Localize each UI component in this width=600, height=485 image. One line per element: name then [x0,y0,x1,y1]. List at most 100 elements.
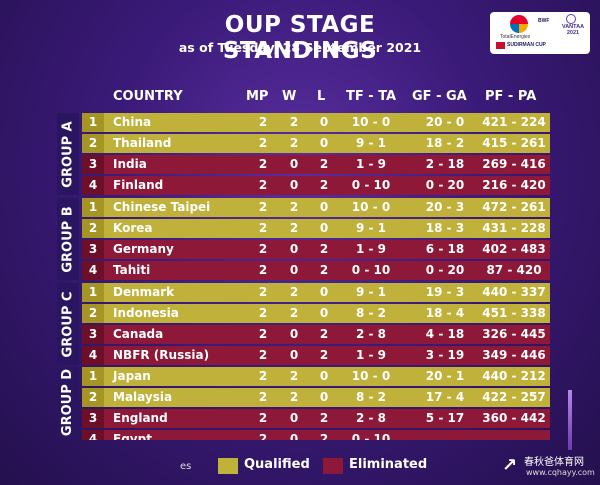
rank-cell: 2 [82,304,104,323]
rank-cell: 4 [82,261,104,280]
table-row: 2 Thailand 2 2 0 9 - 1 18 - 2 415 - 261 [82,134,550,153]
l-cell: 0 [319,390,329,404]
pf-pa-cell: 402 - 483 [482,242,546,256]
country-cell: India [113,157,147,171]
table-row: 2 Korea 2 2 0 9 - 1 18 - 3 431 - 228 [82,219,550,238]
pf-pa-cell [478,430,550,440]
header-w: W [282,89,297,104]
tf-ta-cell: 2 - 8 [355,411,387,425]
header-pf-pa: PF - PA [485,89,537,104]
w-cell: 2 [289,221,299,235]
mp-cell: 2 [258,306,268,320]
table-row: 3 India 2 0 2 1 - 9 2 - 18 269 - 416 [82,155,550,174]
country-cell: Korea [113,221,153,235]
table-header: COUNTRY MP W L TF - TA GF - GA PF - PA [82,85,552,110]
table-row: 2 Malaysia 2 2 0 8 - 2 17 - 4 422 - 257 [82,388,550,407]
l-cell: 2 [319,432,329,440]
qualified-swatch [218,458,238,474]
group-label-text: GROUP C [60,291,76,357]
w-cell: 0 [289,411,299,425]
mp-cell: 2 [258,221,268,235]
l-cell: 2 [319,178,329,192]
pf-pa-cell: 360 - 442 [482,411,546,425]
watermark-logo-icon: ↗ [502,455,518,476]
tf-ta-cell: 1 - 9 [355,157,387,171]
l-cell: 2 [319,242,329,256]
l-cell: 0 [319,115,329,129]
mp-cell: 2 [258,285,268,299]
watermark-title: 春秋爸体育网 [524,457,584,468]
tf-ta-cell: 1 - 9 [355,242,387,256]
tf-ta-cell: 0 - 10 [351,263,391,277]
mp-cell: 2 [258,157,268,171]
event-label: SUDIRMAN CUP [507,42,546,48]
table-row: 4 NBFR (Russia) 2 0 2 1 - 9 3 - 19 349 - 446 [82,346,550,365]
gf-ga-cell [412,430,478,440]
l-cell: 2 [319,411,329,425]
tf-ta-cell: 2 - 8 [355,327,387,341]
country-cell: NBFR (Russia) [113,348,210,362]
table-row: 3 Canada 2 0 2 2 - 8 4 - 18 326 - 445 [82,325,550,344]
mp-cell: 2 [258,369,268,383]
table-row: 2 Indonesia 2 2 0 8 - 2 18 - 4 451 - 338 [82,304,550,323]
group-label: GROUP C [57,283,79,365]
rank-cell: 3 [82,155,104,174]
rank-cell: 4 [82,346,104,365]
l-cell: 0 [319,136,329,150]
country-cell: Canada [113,327,164,341]
rank-cell: 4 [82,176,104,195]
gf-ga-cell: 5 - 17 [425,411,465,425]
country-cell: Indonesia [113,306,179,320]
rank-cell: 1 [82,198,104,217]
country-cell: Thailand [113,136,172,150]
gf-ga-cell: 19 - 3 [425,285,465,299]
gf-ga-cell: 2 - 18 [425,157,465,171]
rank-cell: 4 [82,430,104,440]
tf-ta-cell: 9 - 1 [355,136,387,150]
rank-cell: 3 [82,325,104,344]
table-row: 4 Tahiti 2 0 2 0 - 10 0 - 20 87 - 420 [82,261,550,280]
mp-cell: 2 [258,348,268,362]
group-label-text: GROUP A [60,120,76,188]
country-cell: Denmark [113,285,175,299]
table-row: 4 Egypt 2 0 2 0 - 10 [82,430,550,440]
eliminated-swatch [323,458,343,474]
legend-qualified-label: Qualified [244,457,310,472]
table-row: 1 Chinese Taipei 2 2 0 10 - 0 20 - 3 472 - 261 [82,198,550,217]
pf-pa-cell: 451 - 338 [482,306,546,320]
w-cell: 2 [289,285,299,299]
rank-cell: 2 [82,134,104,153]
tf-ta-cell: 10 - 0 [351,115,391,129]
tf-ta-cell: 9 - 1 [355,221,387,235]
tf-ta-cell: 9 - 1 [355,285,387,299]
mp-cell: 2 [258,200,268,214]
tf-ta-cell: 10 - 0 [351,200,391,214]
w-cell: 0 [289,432,299,440]
group-label: GROUP D [57,367,79,439]
w-cell: 2 [289,306,299,320]
gf-ga-cell: 18 - 3 [425,221,465,235]
gf-ga-cell: 4 - 18 [425,327,465,341]
country-cell: Malaysia [113,390,173,404]
country-cell: England [113,411,168,425]
country-cell: China [113,115,152,129]
org-label: BWF [538,18,550,24]
gf-ga-cell: 17 - 4 [425,390,465,404]
country-cell: Tahiti [113,263,151,277]
tf-ta-cell: 8 - 2 [355,390,387,404]
table-row: 1 Japan 2 2 0 10 - 0 20 - 1 440 - 212 [82,367,550,386]
tf-ta-cell: 10 - 0 [351,369,391,383]
mp-cell: 2 [258,115,268,129]
watermark-url: www.cqhayy.com [526,468,595,477]
w-cell: 0 [289,157,299,171]
standings-subtitle: as of Tuesday, 28 September 2021 [178,40,422,55]
pf-pa-cell: 415 - 261 [482,136,546,150]
tf-ta-cell: 8 - 2 [355,306,387,320]
gf-ga-cell: 6 - 18 [425,242,465,256]
gf-ga-cell: 18 - 4 [425,306,465,320]
pf-pa-cell: 422 - 257 [482,390,546,404]
table-row: 1 Denmark 2 2 0 9 - 1 19 - 3 440 - 337 [82,283,550,302]
l-cell: 0 [319,306,329,320]
l-cell: 0 [319,200,329,214]
watermark: ↗ 春秋爸体育网 www.cqhayy.com [500,451,598,483]
